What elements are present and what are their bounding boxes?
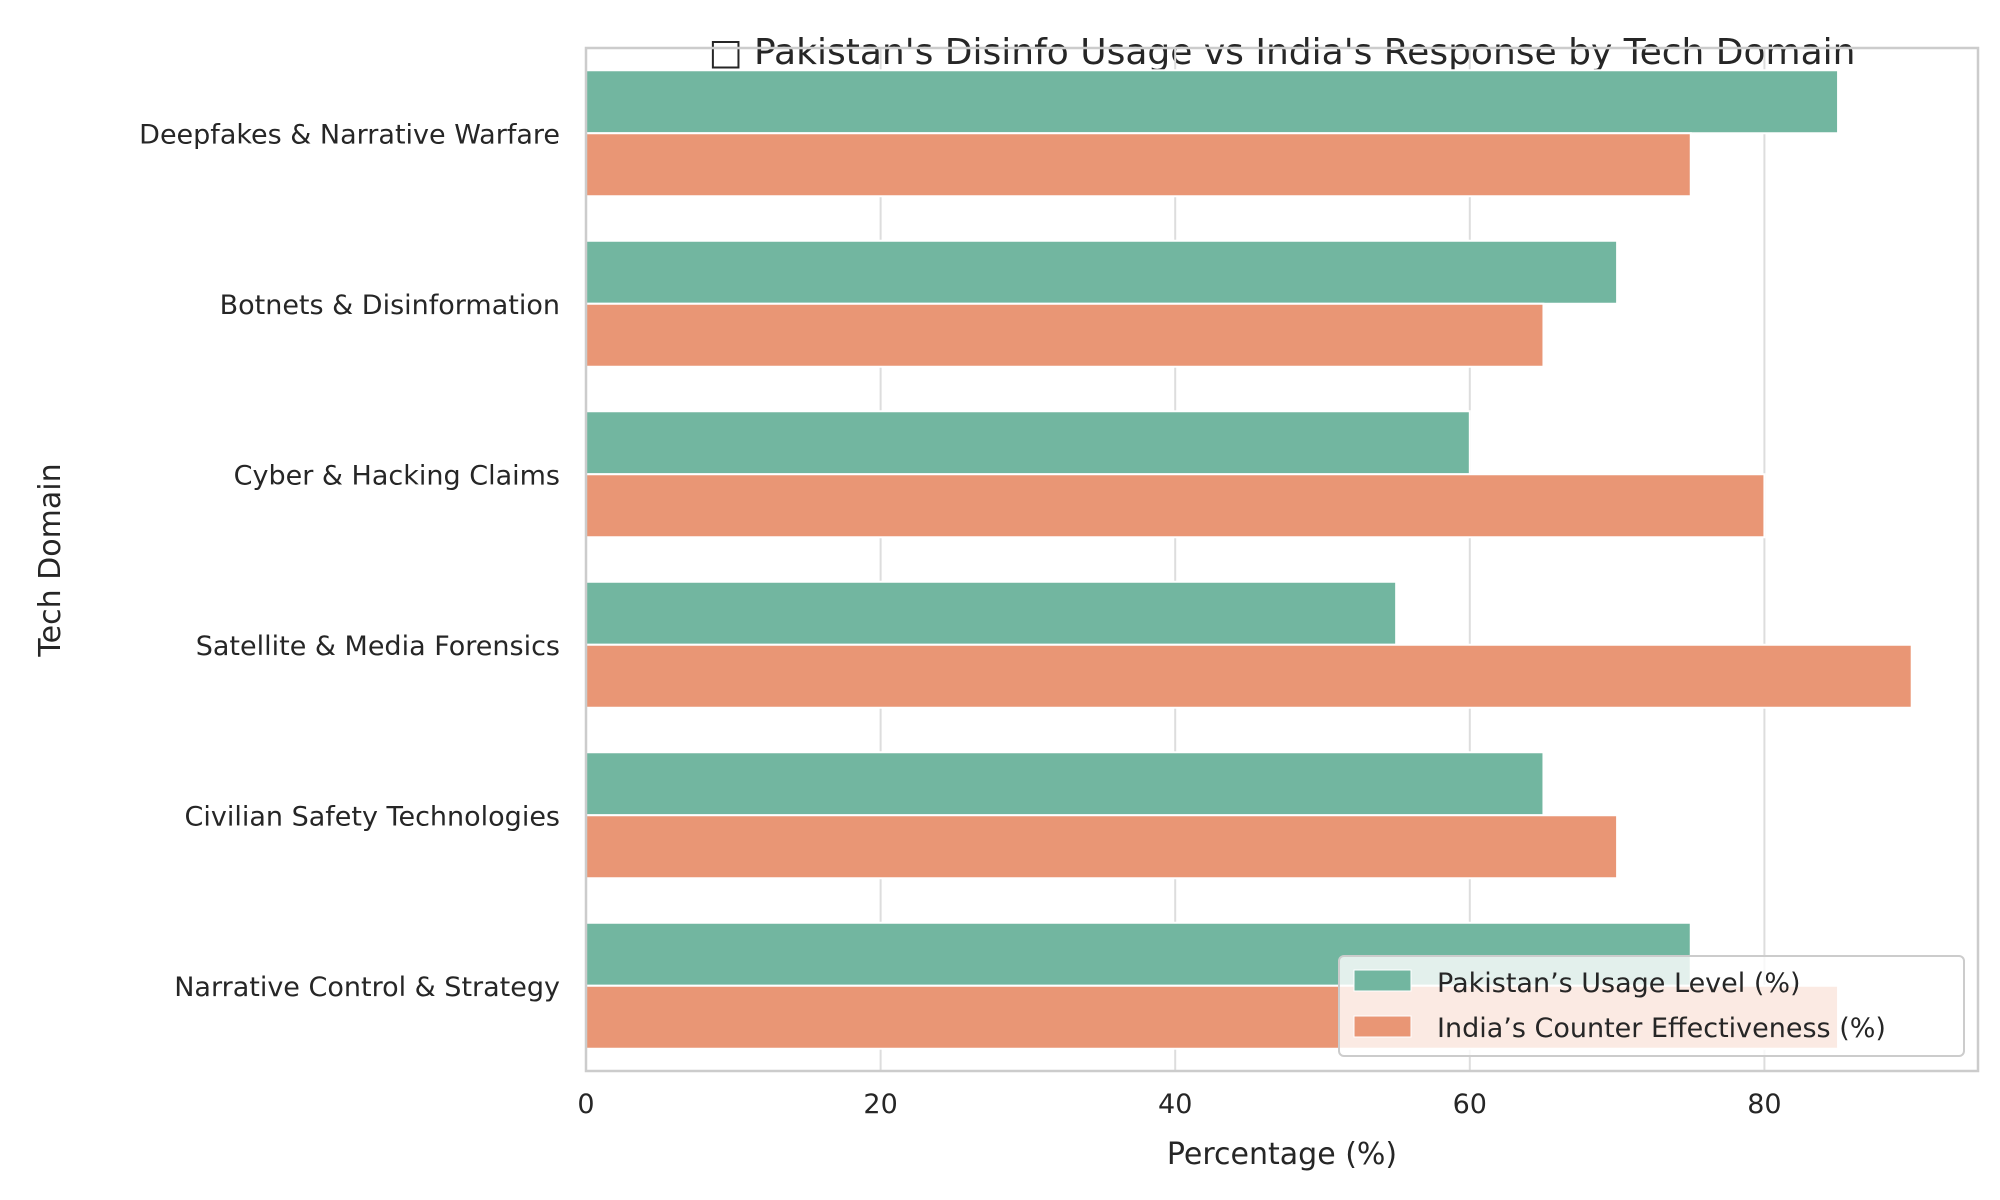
legend-label-pakistan: Pakistan’s Usage Level (%) <box>1437 968 1801 999</box>
y-tick-labels: Deepfakes & Narrative Warfare Botnets & D… <box>139 119 560 1003</box>
y-tick-label: Botnets & Disinformation <box>220 290 560 321</box>
y-tick-label: Deepfakes & Narrative Warfare <box>139 119 560 150</box>
x-axis-label: Percentage (%) <box>1167 1137 1397 1172</box>
x-tick-label: 60 <box>1453 1089 1487 1120</box>
chart-title: □ Pakistan's Disinfo Usage vs India's Re… <box>708 32 1855 73</box>
y-tick-label: Cyber & Hacking Claims <box>234 460 560 491</box>
plot-frame <box>584 46 1980 1073</box>
bar-pakistan-usage <box>585 410 1471 476</box>
bar-india-counter <box>585 132 1692 198</box>
bar-pakistan-usage <box>585 580 1398 646</box>
x-tick-labels: 0 20 40 60 80 <box>577 1089 1781 1120</box>
bar-pakistan-usage <box>585 239 1619 305</box>
bar-pakistan-usage <box>585 751 1545 817</box>
x-tick-label: 20 <box>863 1089 897 1120</box>
grid-layer <box>585 48 1766 1071</box>
bar-india-counter <box>585 473 1766 539</box>
x-tick-label: 0 <box>577 1089 594 1120</box>
legend-swatch-pakistan <box>1353 969 1412 992</box>
bar-india-counter <box>585 302 1545 368</box>
y-tick-label: Narrative Control & Strategy <box>174 972 560 1003</box>
legend-swatch-india <box>1353 1015 1412 1038</box>
y-tick-label: Satellite & Media Forensics <box>196 631 560 662</box>
bar-india-counter <box>585 643 1913 709</box>
y-tick-label: Civilian Safety Technologies <box>185 801 560 832</box>
y-axis-label: Tech Domain <box>33 463 68 657</box>
legend: Pakistan’s Usage Level (%) India’s Count… <box>1338 955 1965 1057</box>
bars-layer <box>585 69 1913 1050</box>
bar-india-counter <box>585 814 1619 880</box>
x-tick-label: 40 <box>1158 1089 1192 1120</box>
legend-box <box>1338 955 1965 1057</box>
x-tick-label: 80 <box>1747 1089 1781 1120</box>
bar-pakistan-usage <box>585 69 1840 135</box>
legend-label-india: India’s Counter Effectiveness (%) <box>1437 1013 1886 1044</box>
